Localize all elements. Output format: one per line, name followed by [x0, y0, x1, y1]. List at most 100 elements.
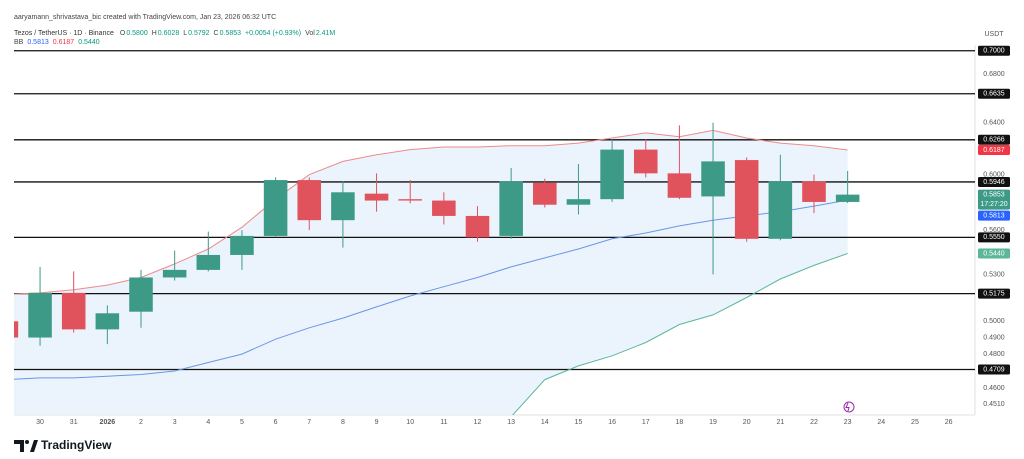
x-tick-label: 12: [474, 419, 482, 426]
candle-body: [667, 173, 692, 198]
x-tick-label: 4: [206, 419, 210, 426]
level-label: 0.5175: [983, 290, 1005, 297]
x-tick-label: 8: [341, 419, 345, 426]
x-tick-label: 16: [608, 419, 616, 426]
indicator-value: 0.6187: [53, 39, 75, 46]
level-label-box: [978, 45, 1010, 56]
x-tick-label: 14: [541, 419, 549, 426]
event-icon: [843, 401, 855, 413]
y-tick-label: 0.4510: [983, 401, 1005, 408]
x-tick-label: 23: [844, 419, 852, 426]
y-tick-label: 0.6000: [983, 172, 1005, 179]
candle-body: [701, 161, 725, 197]
indicator-legend: BB 0.5813 0.6187 0.5440: [14, 39, 100, 46]
y-tick-label: 0.4600: [983, 385, 1005, 392]
x-tick-label: 31: [70, 419, 78, 426]
x-tick-label: 15: [575, 419, 583, 426]
x-tick-label: 20: [743, 419, 751, 426]
level-label-box: [978, 288, 1010, 299]
legend-key: Vol: [305, 30, 315, 37]
candle-body: [465, 215, 490, 238]
x-tick-label: 9: [375, 419, 379, 426]
currency: USDT: [984, 31, 1004, 38]
candle-body: [28, 292, 52, 338]
legend-value: 0.5792: [188, 30, 210, 37]
x-tick-label: 10: [406, 419, 414, 426]
indicator-value: 0.5813: [27, 39, 49, 46]
price-marker-label: 0.5440: [983, 250, 1005, 257]
event-icon-bolt: [845, 402, 850, 412]
logo-dot: [25, 440, 29, 444]
brand-logo: [14, 440, 38, 452]
price-marker-label: 0.5853: [983, 191, 1005, 198]
band-line: [14, 199, 848, 380]
y-tick-label: 0.4800: [983, 351, 1005, 358]
legend-value: 2.41M: [316, 30, 336, 37]
x-tick-label: 17: [642, 419, 650, 426]
x-tick-label: 7: [307, 419, 311, 426]
credit: aaryamann_shrivastava_bic created with T…: [14, 14, 276, 21]
x-tick-label: 13: [507, 419, 515, 426]
price-marker-label: 0.5813: [983, 212, 1005, 219]
candle-body: [398, 199, 422, 201]
price-marker-box: [978, 210, 1010, 221]
legend-key: L: [183, 30, 187, 37]
x-tick-label: 26: [945, 419, 953, 426]
legend-key: C: [214, 30, 219, 37]
candle-body: [768, 181, 793, 239]
y-tick-label: 0.5000: [983, 318, 1005, 325]
band-line: [512, 253, 848, 415]
countdown: 17:27:20: [980, 201, 1007, 208]
candle-body: [432, 200, 456, 216]
legend-key: O: [120, 30, 126, 37]
y-tick-label: 0.5600: [983, 227, 1005, 234]
level-label-box: [978, 88, 1010, 99]
candle-body: [95, 313, 120, 330]
legend-value: 0.6028: [158, 30, 180, 37]
candle-body: [61, 292, 86, 330]
candle-body: [835, 194, 860, 202]
level-label: 0.5550: [983, 234, 1005, 241]
candle-body: [364, 193, 389, 201]
y-tick-label: 0.6400: [983, 120, 1005, 127]
x-tick-label: 2026: [100, 419, 116, 426]
candle-body: [633, 149, 658, 174]
price-marker-label: 0.6187: [983, 147, 1005, 154]
logo-mark: [30, 440, 38, 452]
x-tick-label: 18: [676, 419, 684, 426]
candle-body: [129, 277, 153, 312]
level-label-box: [978, 134, 1010, 145]
x-tick-label: 24: [877, 419, 885, 426]
candle-body: [263, 180, 288, 236]
legend-value: +0.0054 (+0.93%): [245, 30, 301, 37]
plot-area: [14, 50, 975, 415]
candle-body: [533, 182, 557, 205]
level-label-box: [978, 364, 1010, 375]
candle-body: [734, 160, 759, 239]
indicator-value: 0.5440: [78, 39, 100, 46]
candle-body: [499, 181, 523, 236]
candle-body: [162, 269, 187, 278]
level-label: 0.6635: [983, 91, 1005, 98]
band-fill: [14, 130, 848, 415]
level-label: 0.5946: [983, 179, 1005, 186]
candle-body: [566, 199, 591, 205]
brand: TradingView: [41, 438, 112, 452]
legend-value: 0.5853: [220, 30, 242, 37]
y-tick-label: 0.5300: [983, 271, 1005, 278]
legend: Tezos / TetherUS · 1D · Binance O0.5800 H0…: [14, 30, 335, 37]
legend-value: 0.5800: [126, 30, 148, 37]
candle-body: [802, 181, 826, 202]
x-tick-label: 6: [274, 419, 278, 426]
symbol: Tezos / TetherUS · 1D · Binance: [14, 30, 114, 37]
y-tick-label: 0.6800: [983, 71, 1005, 78]
candle-body: [196, 254, 221, 270]
x-tick-label: 25: [911, 419, 919, 426]
x-tick-label: 11: [440, 419, 447, 426]
level-label: 0.4709: [983, 366, 1005, 373]
level-label-box: [978, 232, 1010, 243]
candle-body: [14, 321, 19, 338]
price-marker-box: [978, 189, 1010, 210]
